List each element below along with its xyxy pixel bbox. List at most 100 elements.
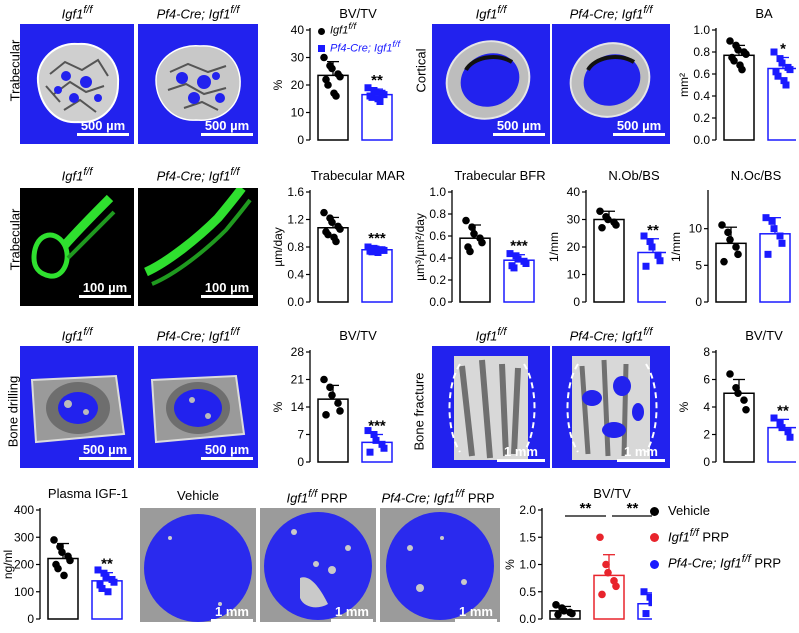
y-tick-label: 4 xyxy=(703,400,710,414)
data-point xyxy=(372,88,380,96)
col-title-ctrl-cortical: Igf1f/f xyxy=(475,4,507,22)
bar xyxy=(715,242,747,303)
scalebar-500um: 500 µm xyxy=(612,118,666,137)
bar xyxy=(593,574,625,620)
data-point xyxy=(734,46,742,54)
col-title-ctrl-fracture: Igf1f/f xyxy=(475,326,507,344)
y-axis-label: % xyxy=(677,401,691,412)
data-point xyxy=(514,255,522,263)
row-label-bone-drilling: Bone drilling xyxy=(5,375,21,448)
y-axis-label: % xyxy=(271,79,285,90)
microct-prp-ko: 1 mm xyxy=(380,508,500,622)
data-point xyxy=(770,414,778,422)
chart-noc-bs: N.Oc/BS 0 5 10 1/mm xyxy=(669,168,791,309)
y-tick-label: 0.2 xyxy=(693,111,710,125)
data-point xyxy=(522,260,530,267)
data-point xyxy=(98,584,106,592)
data-point xyxy=(510,264,518,272)
data-point xyxy=(730,57,738,65)
chart-title: N.Oc/BS xyxy=(731,168,782,183)
data-point xyxy=(770,225,778,233)
col-title-ko-3: Pf4-Cre; Igf1f/f xyxy=(156,326,240,344)
y-tick-label: 300 xyxy=(14,530,34,544)
significance-label: *** xyxy=(368,230,386,247)
chart-title: Plasma IGF-1 xyxy=(48,486,128,501)
col-title-ko-cortical: Pf4-Cre; Igf1f/f xyxy=(569,4,653,22)
trabecular-bone-render xyxy=(36,42,120,124)
col-title-ko: Pf4-Cre; Igf1f/f xyxy=(156,4,240,22)
data-point xyxy=(380,91,388,99)
data-point xyxy=(762,214,770,222)
data-point xyxy=(100,569,108,577)
y-axis-label: 1/mm xyxy=(547,232,561,262)
data-point xyxy=(378,440,386,448)
chart-title: BV/TV xyxy=(745,328,783,343)
scalebar-500um: 500 µm xyxy=(200,442,254,461)
cortical-bone-render xyxy=(445,40,531,120)
data-point xyxy=(568,609,576,618)
y-tick-label: 2.0 xyxy=(519,503,536,517)
defect-render xyxy=(386,512,494,620)
y-tick-label: 14 xyxy=(291,400,305,414)
data-point xyxy=(598,590,606,599)
data-point xyxy=(66,556,74,565)
data-point xyxy=(50,536,58,544)
data-point xyxy=(60,571,68,580)
data-point xyxy=(776,55,784,63)
microct-fracture-ctrl: 1 mm xyxy=(432,346,550,468)
data-point xyxy=(322,411,330,419)
scalebar-1mm: 1 mm xyxy=(496,444,546,463)
data-point xyxy=(738,65,746,74)
scalebar-1mm: 1 mm xyxy=(616,444,666,463)
y-tick-label: 10 xyxy=(567,268,581,282)
chart-plasma-igf1: Plasma IGF-1 0 100 200 300 400 ng/ml ** xyxy=(1,486,128,626)
data-point xyxy=(648,243,656,251)
y-tick-label: 400 xyxy=(14,503,34,517)
legend-item-ctrl-prp: Igf1f/f PRP xyxy=(650,522,781,548)
data-point xyxy=(336,407,344,415)
microct-prp-ctrl: 1 mm xyxy=(260,508,376,622)
microct-drilling-ko: 500 µm xyxy=(138,346,258,468)
data-point xyxy=(768,217,776,225)
y-tick-label: 0.0 xyxy=(429,295,446,309)
significance-label: ** xyxy=(371,72,383,89)
significance-label: ** xyxy=(580,500,592,517)
scalebar-1mm: 1 mm xyxy=(210,604,254,622)
trabecular-bone-render xyxy=(155,45,241,121)
y-tick-label: 0 xyxy=(703,455,710,469)
microct-cortical-ko: 500 µm xyxy=(552,24,670,144)
y-tick-label: 40 xyxy=(567,185,581,199)
data-point xyxy=(720,257,728,266)
legend-row1: Igf1f/f Pf4-Cre; Igf1f/f xyxy=(318,20,400,55)
data-point xyxy=(604,215,612,224)
data-point xyxy=(374,249,382,256)
bar xyxy=(723,392,755,463)
data-point xyxy=(560,607,568,615)
data-point xyxy=(320,375,328,384)
data-point xyxy=(654,251,662,259)
bar xyxy=(767,426,796,463)
y-tick-label: 2 xyxy=(703,428,710,442)
significance-label: ** xyxy=(777,402,789,419)
y-tick-label: 0.4 xyxy=(429,251,446,265)
legend-item-vehicle: Vehicle xyxy=(650,500,781,522)
scalebar-1mm: 1 mm xyxy=(454,604,498,622)
data-point xyxy=(726,235,734,244)
data-point xyxy=(364,243,372,251)
data-point xyxy=(596,207,604,216)
data-point xyxy=(742,50,750,58)
data-point xyxy=(734,250,742,259)
data-point xyxy=(646,593,652,601)
y-tick-label: 7 xyxy=(297,428,304,442)
chart-title: Trabecular MAR xyxy=(311,168,405,183)
y-tick-label: 1.0 xyxy=(693,23,710,37)
y-tick-label: 1.2 xyxy=(287,213,304,227)
chart-title: Trabecular BFR xyxy=(454,168,545,183)
data-point xyxy=(506,250,514,258)
cortical-bone-render xyxy=(569,42,651,118)
y-tick-label: 0.6 xyxy=(429,229,446,243)
y-tick-label: 0 xyxy=(297,455,304,469)
data-point xyxy=(324,81,332,89)
data-point xyxy=(554,610,562,619)
data-point xyxy=(334,399,342,407)
